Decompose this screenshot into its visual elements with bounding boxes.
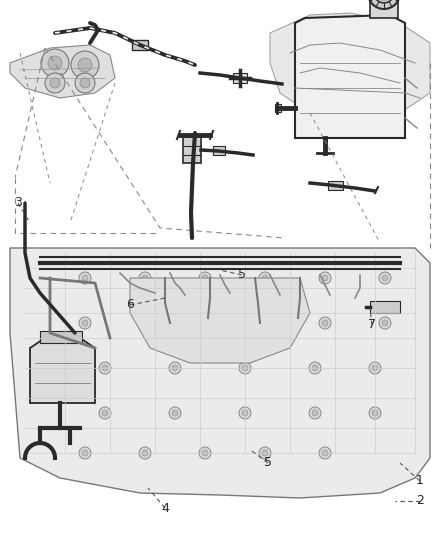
- Circle shape: [82, 320, 88, 326]
- Circle shape: [202, 320, 208, 326]
- Circle shape: [79, 272, 91, 284]
- Circle shape: [199, 447, 211, 459]
- Circle shape: [99, 407, 111, 419]
- Bar: [233, 73, 247, 83]
- Text: 3: 3: [14, 197, 22, 209]
- Circle shape: [82, 450, 88, 456]
- Circle shape: [319, 272, 331, 284]
- Circle shape: [309, 407, 321, 419]
- Circle shape: [102, 365, 108, 371]
- Circle shape: [369, 407, 381, 419]
- Text: 4: 4: [161, 502, 169, 514]
- Circle shape: [78, 58, 92, 72]
- Polygon shape: [130, 278, 310, 363]
- Circle shape: [80, 78, 90, 88]
- Polygon shape: [370, 0, 398, 18]
- Bar: [370, 301, 400, 313]
- Circle shape: [45, 73, 65, 93]
- Circle shape: [309, 362, 321, 374]
- Bar: [213, 146, 225, 155]
- Text: 1: 1: [416, 474, 424, 488]
- Polygon shape: [10, 45, 115, 98]
- Circle shape: [322, 320, 328, 326]
- Circle shape: [259, 317, 271, 329]
- Circle shape: [75, 73, 95, 93]
- Circle shape: [242, 410, 248, 416]
- Circle shape: [142, 320, 148, 326]
- Circle shape: [79, 317, 91, 329]
- Circle shape: [169, 362, 181, 374]
- Circle shape: [242, 365, 248, 371]
- Circle shape: [322, 450, 328, 456]
- Circle shape: [199, 317, 211, 329]
- Circle shape: [139, 272, 151, 284]
- Circle shape: [239, 362, 251, 374]
- Circle shape: [71, 51, 99, 79]
- Circle shape: [202, 275, 208, 281]
- Bar: [183, 137, 201, 163]
- Circle shape: [312, 365, 318, 371]
- Circle shape: [379, 317, 391, 329]
- Circle shape: [259, 272, 271, 284]
- Circle shape: [239, 407, 251, 419]
- Circle shape: [139, 317, 151, 329]
- Text: 5: 5: [264, 456, 272, 470]
- Circle shape: [169, 407, 181, 419]
- Circle shape: [139, 447, 151, 459]
- Circle shape: [102, 410, 108, 416]
- Polygon shape: [30, 338, 95, 403]
- Circle shape: [172, 365, 178, 371]
- Circle shape: [374, 0, 394, 3]
- Circle shape: [262, 275, 268, 281]
- Circle shape: [372, 365, 378, 371]
- Bar: [40, 331, 82, 343]
- Circle shape: [50, 78, 60, 88]
- Circle shape: [202, 450, 208, 456]
- Circle shape: [368, 0, 400, 9]
- Circle shape: [382, 320, 388, 326]
- Circle shape: [319, 317, 331, 329]
- Circle shape: [382, 275, 388, 281]
- Circle shape: [369, 362, 381, 374]
- Circle shape: [379, 272, 391, 284]
- Circle shape: [199, 272, 211, 284]
- Circle shape: [319, 447, 331, 459]
- Circle shape: [262, 450, 268, 456]
- Circle shape: [259, 447, 271, 459]
- Polygon shape: [270, 13, 430, 118]
- Circle shape: [142, 275, 148, 281]
- Bar: [275, 104, 281, 112]
- Polygon shape: [10, 248, 430, 498]
- Circle shape: [41, 49, 69, 77]
- Circle shape: [262, 320, 268, 326]
- Bar: [132, 40, 148, 50]
- Circle shape: [322, 275, 328, 281]
- Text: 5: 5: [238, 269, 246, 281]
- Text: 7: 7: [368, 319, 376, 332]
- Text: 6: 6: [126, 298, 134, 311]
- Polygon shape: [295, 15, 405, 138]
- Circle shape: [142, 450, 148, 456]
- Circle shape: [372, 410, 378, 416]
- Circle shape: [312, 410, 318, 416]
- Circle shape: [82, 275, 88, 281]
- Circle shape: [48, 56, 62, 70]
- Circle shape: [99, 362, 111, 374]
- Text: 2: 2: [416, 495, 424, 507]
- Circle shape: [79, 447, 91, 459]
- Bar: [328, 181, 343, 190]
- Circle shape: [172, 410, 178, 416]
